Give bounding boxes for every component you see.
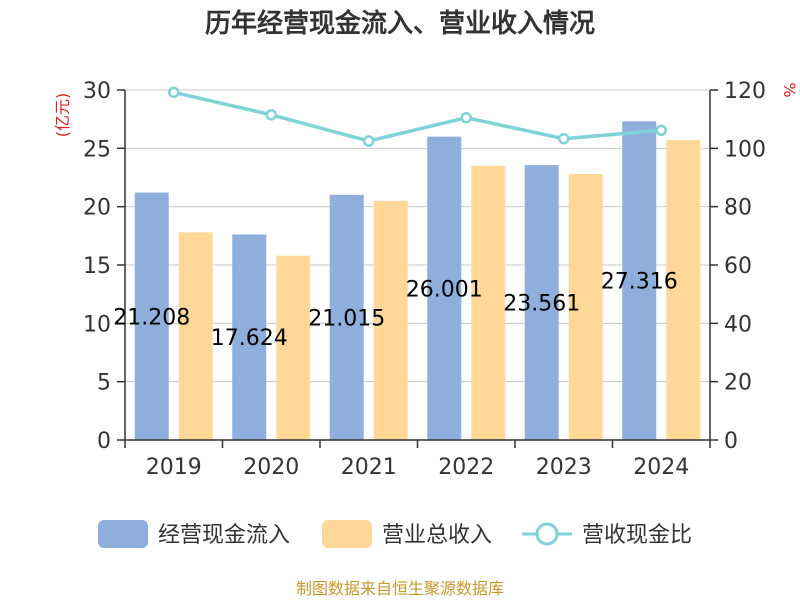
bar-value-label: 27.316 — [601, 270, 678, 295]
legend-label: 营收现金比 — [582, 523, 692, 548]
left-tick-label: 5 — [97, 371, 111, 396]
legend: 经营现金流入 营业总收入 营收现金比 — [98, 520, 692, 548]
right-tick-label: 0 — [724, 429, 738, 454]
x-tick-label: 2020 — [243, 455, 299, 480]
right-tick-label: 80 — [724, 196, 752, 221]
x-tick-label: 2022 — [438, 455, 494, 480]
bar-revenue — [178, 232, 213, 440]
right-tick-label: 60 — [724, 254, 752, 279]
line-revenue-cash-ratio — [173, 90, 662, 143]
bar-cash-inflow — [622, 121, 657, 441]
line-point — [558, 132, 570, 145]
label-layer: 21.208 17.624 21.015 26.001 23.561 27.316 — [113, 270, 677, 352]
bar-cash-inflow — [427, 136, 462, 440]
x-tick-label: 2023 — [536, 455, 592, 480]
bar-cash-inflow — [232, 234, 267, 440]
line-layer — [168, 86, 667, 147]
bar-value-label: 21.015 — [308, 306, 385, 331]
bar-value-label: 23.561 — [503, 292, 580, 317]
line-point — [363, 135, 375, 147]
left-tick-label: 10 — [83, 312, 111, 337]
bar-layer — [134, 121, 701, 441]
bar-revenue — [276, 255, 311, 440]
line-point — [265, 109, 277, 121]
line-point — [168, 86, 180, 99]
bar-value-label: 26.001 — [406, 277, 483, 302]
left-tick-label: 15 — [83, 254, 111, 279]
bar-revenue — [666, 140, 701, 440]
bar-revenue — [471, 165, 506, 441]
line-point — [460, 111, 472, 124]
line-point — [655, 124, 667, 136]
bar-revenue — [373, 200, 408, 440]
right-axis-unit: % — [780, 82, 799, 97]
x-tick-label: 2019 — [146, 455, 202, 480]
bar-value-label: 21.208 — [113, 305, 190, 330]
bar-value-label: 17.624 — [211, 326, 288, 351]
source-note: 制图数据来自恒生聚源数据库 — [296, 579, 504, 598]
legend-swatch — [322, 520, 372, 548]
left-axis-unit: (亿元) — [53, 93, 72, 138]
right-tick-label: 20 — [724, 371, 752, 396]
right-tick-label: 100 — [724, 137, 766, 162]
grid-layer — [125, 89, 710, 383]
chart-title: 历年经营现金流入、营业收入情况 — [205, 8, 595, 39]
axis-layer: 0 5 10 15 20 25 30 0 20 40 60 80 100 120 2019 2020 2021 2… — [83, 79, 766, 480]
right-tick-label: 120 — [724, 79, 766, 104]
left-tick-label: 20 — [83, 196, 111, 221]
bar-cash-inflow — [524, 165, 559, 440]
legend-label: 营业总收入 — [382, 523, 492, 548]
x-tick-label: 2021 — [341, 455, 397, 480]
legend-marker — [535, 522, 559, 546]
bar-cash-inflow — [329, 194, 364, 440]
left-tick-label: 30 — [83, 79, 111, 104]
bar-revenue — [568, 174, 603, 440]
legend-label: 经营现金流入 — [158, 523, 290, 548]
bar-cash-inflow — [134, 192, 169, 440]
left-tick-label: 25 — [83, 137, 111, 162]
right-tick-label: 40 — [724, 312, 752, 337]
x-tick-label: 2024 — [633, 455, 689, 480]
left-tick-label: 0 — [97, 429, 111, 454]
legend-swatch — [98, 520, 148, 548]
